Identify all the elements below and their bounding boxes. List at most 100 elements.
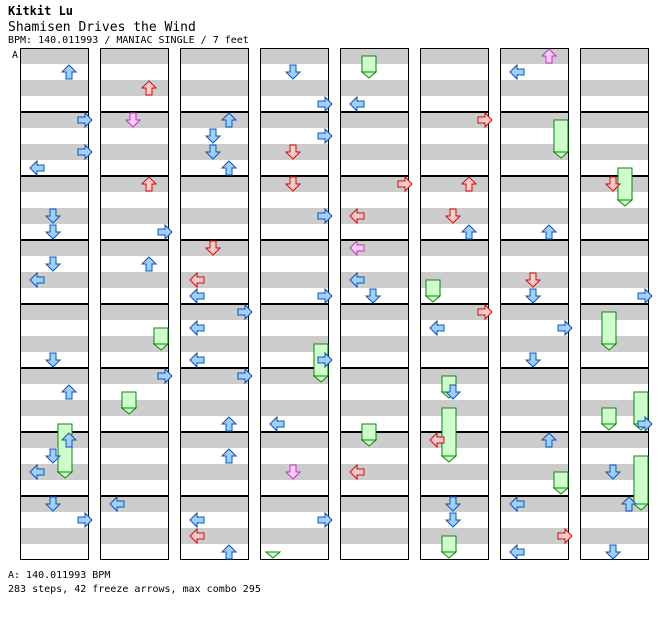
measure-border — [500, 176, 569, 240]
measure-border — [260, 240, 329, 304]
right-arrow-note — [557, 319, 573, 337]
down-arrow-note — [444, 496, 462, 512]
beat-band — [580, 368, 649, 384]
up-arrow-note — [620, 496, 638, 512]
freeze-arrow-tail — [360, 71, 378, 79]
beat-band — [100, 304, 169, 320]
beat-band — [500, 176, 569, 192]
right-arrow-note — [317, 95, 333, 113]
beat-band — [580, 80, 649, 96]
measure-border — [260, 368, 329, 432]
right-arrow-note — [637, 287, 653, 305]
left-arrow-note — [509, 495, 525, 513]
beat-band — [180, 432, 249, 448]
measure-border — [500, 432, 569, 496]
measure-border — [580, 304, 649, 368]
left-arrow-note — [189, 511, 205, 529]
up-arrow-note — [540, 48, 558, 64]
beat-band — [20, 336, 89, 352]
measure-border — [180, 48, 249, 112]
up-arrow-note — [540, 432, 558, 448]
left-arrow-note — [29, 463, 45, 481]
beat-band — [20, 240, 89, 256]
down-arrow-note — [524, 288, 542, 304]
up-arrow-note — [60, 64, 78, 80]
beat-band — [260, 528, 329, 544]
right-arrow-note — [77, 511, 93, 529]
step-chart: A — [12, 48, 653, 561]
beat-band — [260, 48, 329, 64]
beat-band — [100, 176, 169, 192]
beat-band — [260, 400, 329, 416]
freeze-arrow — [441, 535, 457, 553]
beat-band — [500, 144, 569, 160]
measure-border — [420, 48, 489, 112]
beat-band — [180, 48, 249, 64]
measure-border — [340, 112, 409, 176]
measure-border — [20, 48, 89, 112]
down-arrow-note — [44, 208, 62, 224]
freeze-arrow — [425, 279, 441, 297]
down-arrow-note — [524, 272, 542, 288]
right-arrow-note — [477, 111, 493, 129]
measure-border — [100, 48, 169, 112]
beat-band — [100, 48, 169, 64]
freeze-arrow-tail — [312, 375, 330, 383]
measure-border — [100, 368, 169, 432]
freeze-arrow — [361, 423, 377, 441]
chart-column — [100, 48, 169, 560]
down-arrow-note — [284, 464, 302, 480]
up-arrow-note — [60, 432, 78, 448]
beat-band — [20, 304, 89, 320]
left-arrow-note — [509, 543, 525, 561]
right-arrow-note — [237, 367, 253, 385]
measure-border — [100, 496, 169, 560]
beat-band — [100, 432, 169, 448]
beat-band — [20, 112, 89, 128]
measure-border — [260, 304, 329, 368]
down-arrow-note — [44, 496, 62, 512]
measure-border — [180, 368, 249, 432]
right-arrow-note — [157, 367, 173, 385]
beat-band — [340, 400, 409, 416]
beat-band — [580, 528, 649, 544]
beat-band — [20, 368, 89, 384]
beat-band — [500, 304, 569, 320]
beat-band — [340, 496, 409, 512]
beat-band — [340, 304, 409, 320]
measure-border — [420, 240, 489, 304]
measure-border — [580, 496, 649, 560]
beat-band — [100, 528, 169, 544]
beat-band — [180, 80, 249, 96]
measure-border — [180, 176, 249, 240]
freeze-arrow — [601, 407, 617, 425]
beat-band — [500, 528, 569, 544]
measure-border — [260, 112, 329, 176]
beat-band — [340, 80, 409, 96]
right-arrow-note — [157, 223, 173, 241]
freeze-arrow — [633, 455, 649, 505]
beat-band — [500, 80, 569, 96]
beat-band — [500, 368, 569, 384]
measure-border — [20, 304, 89, 368]
freeze-arrow — [553, 119, 569, 153]
measure-border — [340, 176, 409, 240]
beat-band — [340, 368, 409, 384]
freeze-arrow-tail — [552, 151, 570, 159]
beat-band — [260, 368, 329, 384]
measure-border — [100, 432, 169, 496]
beat-band — [100, 240, 169, 256]
beat-band — [500, 432, 569, 448]
beat-band — [580, 144, 649, 160]
beat-band — [260, 240, 329, 256]
beat-band — [20, 176, 89, 192]
beat-band — [260, 432, 329, 448]
freeze-arrow-tail — [56, 471, 74, 479]
left-arrow-note — [349, 463, 365, 481]
beat-band — [340, 336, 409, 352]
chart-stats: 283 steps, 42 freeze arrows, max combo 2… — [8, 584, 261, 595]
right-arrow-note — [317, 351, 333, 369]
up-arrow-note — [460, 176, 478, 192]
beat-band — [500, 208, 569, 224]
beat-band — [100, 144, 169, 160]
